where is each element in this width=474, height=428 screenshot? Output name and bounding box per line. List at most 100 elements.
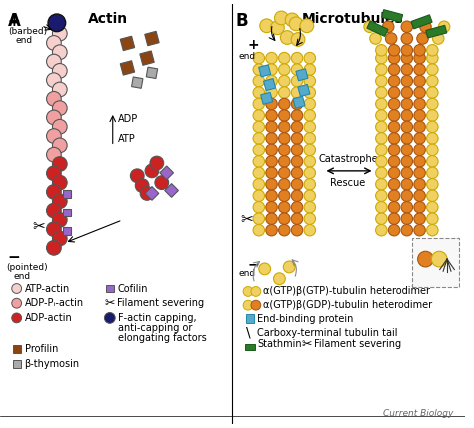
Text: elongating factors: elongating factors xyxy=(118,333,206,342)
Circle shape xyxy=(130,169,144,183)
Circle shape xyxy=(266,213,277,224)
Bar xyxy=(411,15,432,29)
Circle shape xyxy=(388,133,400,144)
Circle shape xyxy=(253,64,264,75)
Circle shape xyxy=(266,178,277,190)
Bar xyxy=(293,96,305,108)
Circle shape xyxy=(401,202,412,213)
Circle shape xyxy=(253,167,264,178)
Circle shape xyxy=(292,75,303,87)
Circle shape xyxy=(253,110,264,121)
Circle shape xyxy=(401,133,412,144)
Circle shape xyxy=(364,21,375,33)
Circle shape xyxy=(279,121,290,133)
Circle shape xyxy=(427,190,438,202)
Circle shape xyxy=(243,286,253,296)
Bar xyxy=(120,36,135,51)
Circle shape xyxy=(375,133,387,144)
Circle shape xyxy=(414,121,425,133)
Circle shape xyxy=(53,119,67,134)
Text: β-thymosin: β-thymosin xyxy=(25,359,80,369)
Circle shape xyxy=(266,133,277,144)
Circle shape xyxy=(401,190,412,202)
Circle shape xyxy=(304,167,316,178)
Circle shape xyxy=(414,190,425,202)
Circle shape xyxy=(401,144,412,156)
Circle shape xyxy=(292,52,303,64)
Circle shape xyxy=(46,129,61,143)
Circle shape xyxy=(375,45,387,56)
Polygon shape xyxy=(160,166,173,180)
Circle shape xyxy=(292,190,303,202)
Circle shape xyxy=(388,121,400,133)
Polygon shape xyxy=(145,187,159,200)
Circle shape xyxy=(427,52,438,64)
Bar xyxy=(246,315,255,323)
Circle shape xyxy=(414,87,425,98)
Text: (barbed): (barbed) xyxy=(8,27,47,36)
Circle shape xyxy=(279,178,290,190)
Circle shape xyxy=(427,121,438,133)
Text: Filament severing: Filament severing xyxy=(314,339,401,349)
Circle shape xyxy=(53,63,67,78)
Circle shape xyxy=(414,213,425,224)
Text: B: B xyxy=(235,12,248,30)
Circle shape xyxy=(375,121,387,133)
Circle shape xyxy=(279,133,290,144)
Circle shape xyxy=(375,144,387,156)
Circle shape xyxy=(281,31,294,45)
Circle shape xyxy=(388,167,400,178)
Circle shape xyxy=(417,33,428,44)
Circle shape xyxy=(304,156,316,167)
Circle shape xyxy=(401,167,412,178)
Circle shape xyxy=(292,213,303,224)
Circle shape xyxy=(388,64,400,75)
Text: \: \ xyxy=(246,326,250,340)
Text: α(GTP)β(GTP)-tubulin heterodimer: α(GTP)β(GTP)-tubulin heterodimer xyxy=(263,286,430,297)
Circle shape xyxy=(401,213,412,224)
Text: −: − xyxy=(247,257,259,271)
Circle shape xyxy=(427,144,438,156)
Circle shape xyxy=(388,202,400,213)
Circle shape xyxy=(401,98,412,110)
Circle shape xyxy=(292,133,303,144)
Circle shape xyxy=(438,21,450,33)
Circle shape xyxy=(414,224,425,236)
Circle shape xyxy=(292,110,303,121)
Circle shape xyxy=(46,54,61,69)
Circle shape xyxy=(401,156,412,167)
Circle shape xyxy=(279,110,290,121)
Circle shape xyxy=(291,33,305,46)
Bar xyxy=(63,190,71,198)
Circle shape xyxy=(292,167,303,178)
Circle shape xyxy=(283,261,295,273)
Circle shape xyxy=(388,190,400,202)
Circle shape xyxy=(266,202,277,213)
Bar xyxy=(382,10,402,22)
Circle shape xyxy=(279,156,290,167)
Circle shape xyxy=(279,190,290,202)
Circle shape xyxy=(375,213,387,224)
Circle shape xyxy=(375,224,387,236)
Circle shape xyxy=(427,64,438,75)
Circle shape xyxy=(266,98,277,110)
Circle shape xyxy=(53,101,67,116)
Circle shape xyxy=(401,87,412,98)
Circle shape xyxy=(414,98,425,110)
Text: end: end xyxy=(14,272,31,281)
Bar xyxy=(145,31,159,46)
Circle shape xyxy=(48,14,66,32)
Circle shape xyxy=(292,178,303,190)
Circle shape xyxy=(279,213,290,224)
Bar xyxy=(13,345,20,353)
Circle shape xyxy=(279,75,290,87)
Circle shape xyxy=(375,178,387,190)
Circle shape xyxy=(289,17,303,31)
Circle shape xyxy=(12,298,22,308)
Text: End-binding protein: End-binding protein xyxy=(257,314,353,324)
Text: ✂: ✂ xyxy=(241,212,254,227)
Circle shape xyxy=(46,92,61,106)
Circle shape xyxy=(274,11,288,25)
Circle shape xyxy=(53,231,67,246)
Circle shape xyxy=(401,178,412,190)
